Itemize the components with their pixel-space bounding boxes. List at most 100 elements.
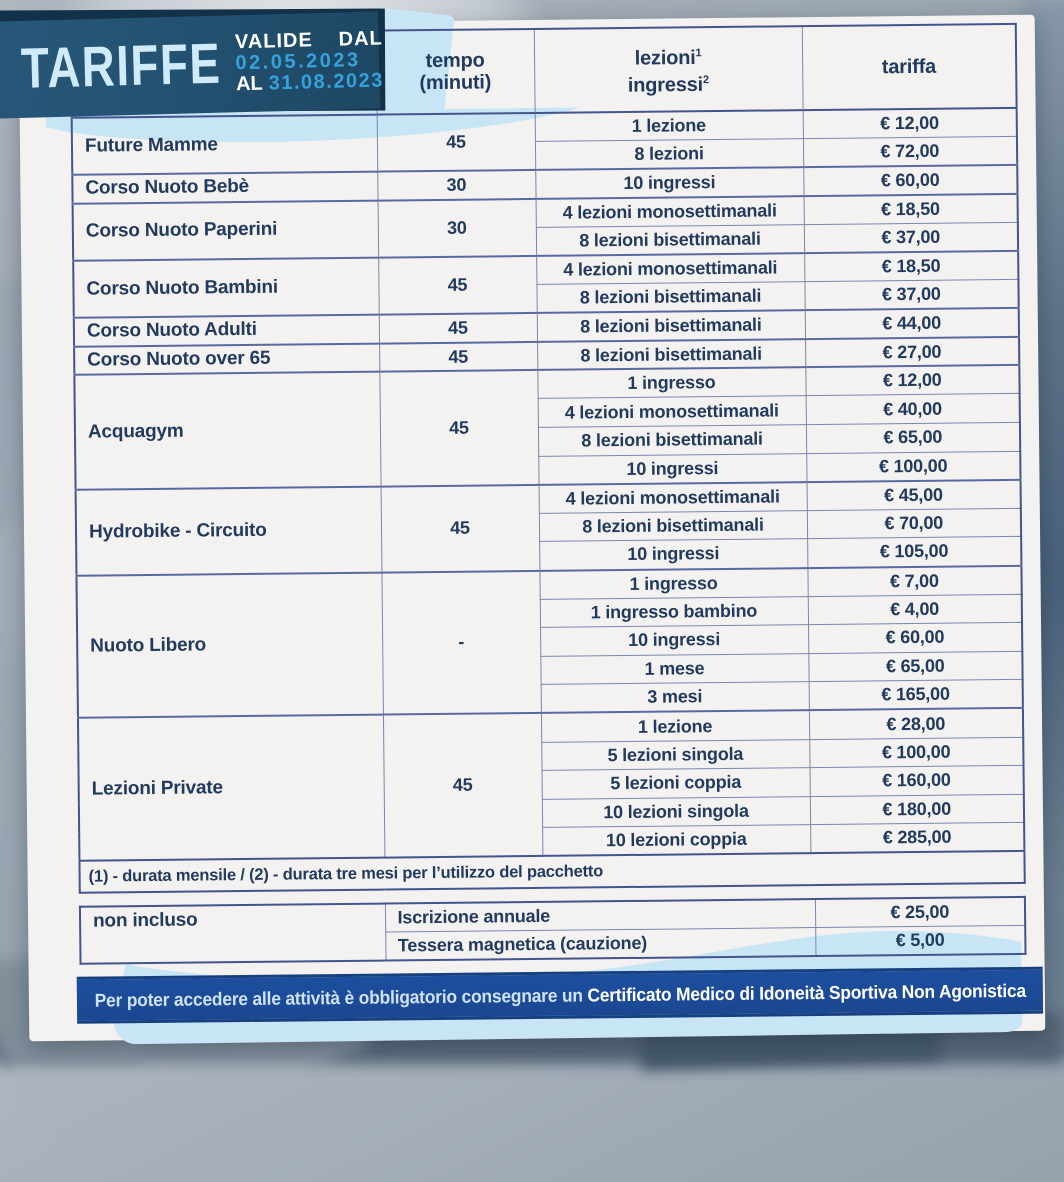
lesson-type-cell: 1 ingresso bbox=[537, 367, 806, 399]
tempo-cell: 45 bbox=[380, 484, 540, 573]
validity-line3: AL 31.08.2023 bbox=[235, 69, 385, 96]
activity-name-cell: Nuoto Libero bbox=[76, 572, 383, 719]
price-cell: € 40,00 bbox=[805, 393, 1020, 425]
header-lessons-cell: lezioni1 ingressi2 bbox=[533, 26, 803, 113]
top-wave-decoration bbox=[45, 107, 582, 143]
lesson-type-cell: 1 mese bbox=[540, 653, 809, 685]
price-cell: € 44,00 bbox=[804, 308, 1020, 339]
lesson-type-cell: 1 lezione bbox=[540, 710, 810, 742]
activity-name-cell: Lezioni Private bbox=[77, 715, 385, 862]
header-lessons-line2: ingressi bbox=[627, 73, 704, 97]
lesson-type-cell: 10 ingressi bbox=[538, 453, 807, 485]
price-cell: € 7,00 bbox=[807, 565, 1022, 597]
price-cell: € 65,00 bbox=[808, 651, 1023, 682]
header-tariffa-cell: tariffa bbox=[801, 23, 1017, 111]
price-cell: € 45,00 bbox=[806, 479, 1021, 511]
lesson-type-cell: 8 lezioni bisettimanali bbox=[537, 338, 806, 371]
lesson-type-cell: 10 lezioni coppia bbox=[542, 824, 811, 857]
title-banner: TARIFFE VALIDE DAL 02.05.2023 AL 31.08.2… bbox=[0, 11, 384, 119]
price-cell: € 70,00 bbox=[806, 508, 1022, 540]
extras-table-body: non incluso Iscrizione annuale € 25,00 Tess… bbox=[79, 896, 1026, 964]
lesson-type-cell: 8 lezioni bbox=[534, 138, 804, 171]
price-cell: € 105,00 bbox=[807, 536, 1022, 568]
price-cell: € 37,00 bbox=[803, 222, 1019, 254]
pricing-table-container: tempo (minuti) lezioni1 ingressi2 tariff… bbox=[69, 22, 1026, 895]
tempo-cell: 45 bbox=[379, 370, 539, 487]
lesson-type-cell: 1 lezione bbox=[534, 110, 803, 142]
activity-name-cell: Corso Nuoto Bambini bbox=[73, 257, 379, 318]
tempo-cell: 45 bbox=[382, 713, 543, 859]
activity-name-cell: Corso Nuoto Paperini bbox=[72, 200, 379, 261]
header-tempo-line2: (minuti) bbox=[419, 71, 492, 95]
price-cell: € 165,00 bbox=[808, 679, 1023, 711]
lesson-type-cell: 5 lezioni coppia bbox=[541, 767, 810, 800]
valid-dal: DAL bbox=[338, 27, 383, 51]
price-cell: € 18,50 bbox=[804, 250, 1019, 282]
lesson-type-cell: 4 lezioni monosettimanali bbox=[536, 253, 805, 285]
header-lessons-sup2: 2 bbox=[702, 74, 709, 87]
medical-notice-text-bold: Certificato Medico di Idoneità Sportiva … bbox=[586, 979, 1026, 1005]
price-cell: € 65,00 bbox=[805, 422, 1021, 454]
header-lessons-sup1: 1 bbox=[695, 47, 702, 60]
extra-price-cell: € 5,00 bbox=[815, 925, 1026, 957]
activity-name-cell: Acquagym bbox=[74, 371, 381, 490]
lesson-type-cell: 1 ingresso bambino bbox=[539, 596, 809, 628]
activity-name-cell: Hydrobike - Circuito bbox=[75, 486, 382, 576]
tariffe-table-body: Future Mamme 45 1 lezione € 12,00 8 lezioni €… bbox=[71, 107, 1025, 862]
validity-dates: VALIDE DAL 02.05.2023 AL 31.08.2023 bbox=[235, 27, 385, 96]
lesson-type-cell: 4 lezioni monosettimanali bbox=[537, 396, 806, 428]
price-cell: € 18,50 bbox=[803, 193, 1018, 225]
price-cell: € 285,00 bbox=[810, 822, 1025, 854]
lesson-type-cell: 8 lezioni bisettimanali bbox=[536, 281, 805, 314]
lesson-type-cell: 4 lezioni monosettimanali bbox=[538, 481, 807, 514]
header-lessons-line1: lezioni bbox=[634, 47, 696, 70]
price-cell: € 28,00 bbox=[808, 708, 1024, 740]
price-cell: € 160,00 bbox=[809, 765, 1024, 797]
price-cell: € 60,00 bbox=[808, 622, 1023, 654]
price-cell: € 60,00 bbox=[803, 165, 1018, 196]
lesson-type-cell: 10 lezioni singola bbox=[541, 796, 811, 828]
activity-name-cell: Corso Nuoto over 65 bbox=[74, 343, 380, 376]
activity-name-cell: Corso Nuoto Bebè bbox=[72, 171, 378, 204]
extra-item-cell: Iscrizione annuale bbox=[384, 899, 816, 933]
medical-notice-text: Per poter accedere alle attività è obbli… bbox=[94, 979, 1025, 1011]
not-included-label: non incluso bbox=[79, 903, 386, 964]
lesson-type-cell: 8 lezioni bisettimanali bbox=[538, 510, 808, 542]
lesson-type-cell: 1 ingresso bbox=[539, 567, 808, 600]
price-cell: € 12,00 bbox=[802, 107, 1017, 139]
lesson-type-cell: 10 ingressi bbox=[540, 624, 809, 657]
lesson-type-cell: 8 lezioni bisettimanali bbox=[536, 310, 806, 342]
extra-price-cell: € 25,00 bbox=[814, 896, 1026, 928]
price-cell: € 4,00 bbox=[807, 593, 1023, 625]
lesson-type-cell: 10 ingressi bbox=[539, 539, 808, 571]
valid-to-date: 31.08.2023 bbox=[268, 69, 385, 95]
price-cell: € 100,00 bbox=[806, 451, 1021, 482]
tempo-cell: 45 bbox=[378, 313, 538, 344]
lesson-type-cell: 5 lezioni singola bbox=[541, 739, 810, 771]
extras-table-container: non incluso Iscrizione annuale € 25,00 Tess… bbox=[78, 895, 1027, 965]
medical-notice-text-normal: Per poter accedere alle attività è obbli… bbox=[94, 983, 588, 1011]
extras-table: non incluso Iscrizione annuale € 25,00 Tess… bbox=[78, 895, 1027, 965]
price-cell: € 12,00 bbox=[805, 365, 1020, 397]
lesson-type-cell: 10 ingressi bbox=[535, 167, 804, 199]
lesson-type-cell: 3 mesi bbox=[540, 681, 809, 714]
pricing-table: tempo (minuti) lezioni1 ingressi2 tariff… bbox=[69, 22, 1026, 895]
price-cell: € 27,00 bbox=[805, 336, 1020, 368]
header-tempo-cell: tempo (minuti) bbox=[375, 28, 535, 115]
tempo-cell: 45 bbox=[376, 112, 536, 172]
tariffe-title: TARIFFE bbox=[20, 31, 223, 101]
extra-item-cell: Tessera magnetica (cauzione) bbox=[385, 927, 816, 961]
lesson-type-cell: 8 lezioni bisettimanali bbox=[537, 424, 807, 457]
lesson-type-cell: 4 lezioni monosettimanali bbox=[535, 195, 804, 228]
tempo-cell: 30 bbox=[377, 198, 537, 258]
tempo-cell: 45 bbox=[378, 255, 537, 315]
price-cell: € 100,00 bbox=[809, 736, 1024, 768]
tempo-cell: - bbox=[381, 570, 541, 716]
price-cell: € 72,00 bbox=[802, 136, 1018, 168]
activity-name-cell: Future Mamme bbox=[71, 114, 378, 175]
tariffe-flyer-card: tempo (minuti) lezioni1 ingressi2 tariff… bbox=[0, 7, 1046, 1045]
tempo-cell: 45 bbox=[379, 341, 538, 372]
valid-al: AL bbox=[235, 72, 264, 96]
price-cell: € 180,00 bbox=[809, 794, 1025, 825]
header-tempo-line1: tempo bbox=[425, 49, 485, 73]
